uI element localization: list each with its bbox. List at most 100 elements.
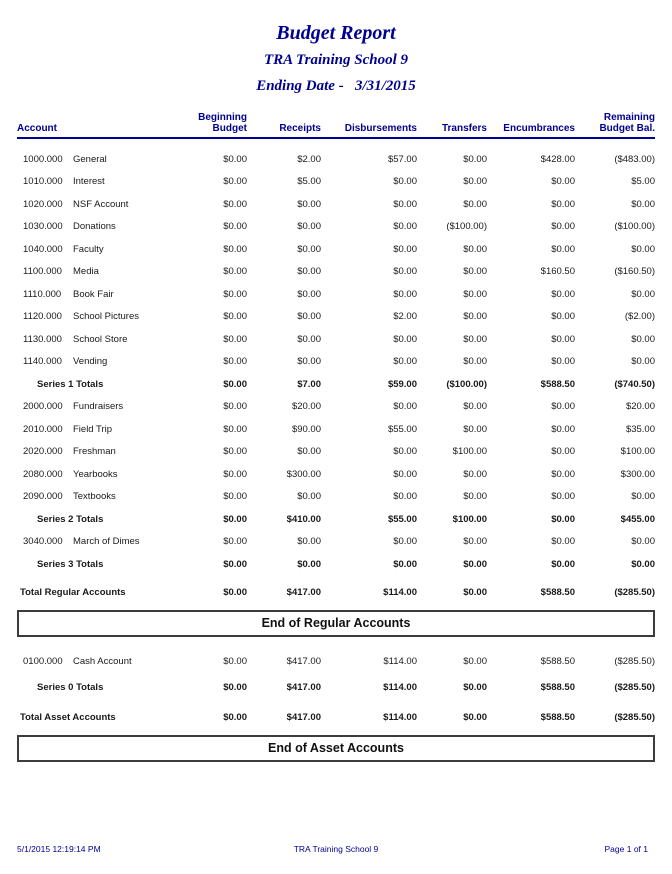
amount-cell: $0.00 — [551, 221, 575, 233]
account-name: Textbooks — [73, 491, 116, 503]
account-row: 1130.000 School Store $0.00 $0.00 $0.00 $0.00… — [17, 328, 655, 351]
account-name: General — [73, 153, 107, 165]
account-name: Cash Account — [73, 656, 132, 667]
series-total-row: Series 2 Totals $0.00 $410.00 $55.00 $100.00… — [17, 508, 655, 531]
amount-cell: $100.00 — [452, 446, 487, 458]
amount-cell: $0.00 — [393, 468, 417, 480]
amount-cell: $0.00 — [297, 558, 321, 570]
account-number: 2020.000 — [23, 446, 63, 458]
amount-cell: $0.00 — [463, 266, 487, 278]
account-row: 0100.000 Cash Account $0.00 $417.00 $114.00 $… — [17, 649, 655, 675]
amount-cell: $300.00 — [286, 468, 321, 480]
column-header-receipts: Receipts — [279, 123, 321, 134]
amount-cell: $0.00 — [463, 656, 487, 667]
account-cell: 2000.000 Fundraisers — [17, 396, 185, 419]
amount-cell: $0.00 — [463, 311, 487, 323]
account-number: 1140.000 — [23, 356, 62, 368]
amount-cell: ($100.00) — [446, 221, 487, 233]
amount-cell: $0.00 — [463, 586, 487, 598]
account-name: Interest — [73, 176, 105, 188]
amount-cell: $0.00 — [223, 682, 247, 693]
account-row: 1100.000 Media $0.00 $0.00 $0.00 $0.00 $160.50… — [17, 261, 655, 284]
account-number: 2090.000 — [23, 491, 63, 503]
column-header-account: Account — [17, 123, 57, 134]
amount-cell: $114.00 — [383, 656, 417, 667]
amount-cell: $0.00 — [551, 468, 575, 480]
total-label: Total Regular Accounts — [20, 586, 126, 598]
amount-cell: $20.00 — [625, 401, 655, 413]
amount-cell: $428.00 — [540, 153, 575, 165]
amount-cell: $0.00 — [223, 491, 247, 503]
amount-cell: $0.00 — [551, 198, 575, 210]
amount-cell: ($100.00) — [614, 221, 655, 233]
account-cell: Series 0 Totals — [17, 675, 185, 701]
amount-cell: $0.00 — [223, 378, 247, 390]
amount-cell: $0.00 — [393, 198, 417, 210]
amount-cell: $0.00 — [223, 401, 247, 413]
account-cell: 1040.000 Faculty — [17, 238, 185, 261]
account-cell: Series 3 Totals — [17, 553, 185, 576]
amount-cell: $0.00 — [223, 558, 247, 570]
amount-cell: $0.00 — [223, 468, 247, 480]
amount-cell: ($285.50) — [614, 586, 655, 598]
amount-cell: $0.00 — [393, 288, 417, 300]
amount-cell: $0.00 — [463, 711, 487, 723]
amount-cell: $588.50 — [540, 586, 575, 598]
account-number: 2010.000 — [23, 423, 63, 435]
account-row: 2090.000 Textbooks $0.00 $0.00 $0.00 $0.00 $0.… — [17, 486, 655, 509]
amount-cell: $0.00 — [631, 558, 655, 570]
account-cell: 2020.000 Freshman — [17, 441, 185, 464]
amount-cell: $0.00 — [393, 356, 417, 368]
amount-cell: $0.00 — [551, 401, 575, 413]
amount-cell: $0.00 — [463, 243, 487, 255]
amount-cell: $2.00 — [393, 311, 417, 323]
amount-cell: $0.00 — [463, 333, 487, 345]
account-number: 1130.000 — [23, 333, 62, 345]
amount-cell: $0.00 — [223, 221, 247, 233]
amount-cell: $0.00 — [223, 198, 247, 210]
account-row: 1010.000 Interest $0.00 $5.00 $0.00 $0.00 $0.0… — [17, 171, 655, 194]
amount-cell: $0.00 — [223, 311, 247, 323]
asset-accounts-table: 0100.000 Cash Account $0.00 $417.00 $114.00 $… — [17, 649, 655, 729]
account-row: 1110.000 Book Fair $0.00 $0.00 $0.00 $0.00 $0.… — [17, 283, 655, 306]
footer-school: TRA Training School 9 — [293, 844, 379, 854]
account-name: School Store — [73, 333, 128, 345]
amount-cell: $417.00 — [286, 656, 321, 667]
report-school-name: TRA Training School 9 — [263, 52, 409, 68]
amount-cell: $0.00 — [393, 558, 417, 570]
amount-cell: $0.00 — [551, 356, 575, 368]
amount-cell: $114.00 — [383, 682, 417, 693]
amount-cell: $588.50 — [540, 378, 575, 390]
total-label: Total Asset Accounts — [20, 711, 116, 723]
account-cell: 2090.000 Textbooks — [17, 486, 185, 509]
amount-cell: $160.50 — [540, 266, 575, 278]
account-cell: 1110.000 Book Fair — [17, 283, 185, 306]
amount-cell: $0.00 — [297, 333, 321, 345]
amount-cell: $0.00 — [223, 356, 247, 368]
account-row: 3040.000 March of Dimes $0.00 $0.00 $0.00 $0.… — [17, 531, 655, 554]
amount-cell: $0.00 — [223, 656, 247, 667]
amount-cell: $300.00 — [620, 468, 655, 480]
amount-cell: $0.00 — [551, 513, 575, 525]
amount-cell: $0.00 — [223, 153, 247, 165]
amount-cell: $0.00 — [551, 333, 575, 345]
amount-cell: ($483.00) — [614, 153, 655, 165]
amount-cell: $0.00 — [297, 356, 321, 368]
account-number: 3040.000 — [23, 536, 63, 548]
account-name: Media — [73, 266, 99, 278]
account-number: 2080.000 — [23, 468, 63, 480]
account-number: 1020.000 — [23, 198, 63, 210]
amount-cell: $0.00 — [297, 221, 321, 233]
account-name: Donations — [73, 221, 116, 233]
amount-cell: $5.00 — [297, 176, 321, 188]
account-cell: 2080.000 Yearbooks — [17, 463, 185, 486]
account-cell: 2010.000 Field Trip — [17, 418, 185, 441]
amount-cell: $0.00 — [297, 536, 321, 548]
amount-cell: $0.00 — [223, 586, 247, 598]
amount-cell: $0.00 — [223, 423, 247, 435]
account-name: Yearbooks — [73, 468, 118, 480]
amount-cell: $0.00 — [393, 446, 417, 458]
amount-cell: $0.00 — [393, 536, 417, 548]
account-row: 2020.000 Freshman $0.00 $0.00 $0.00 $100.00 $0… — [17, 441, 655, 464]
amount-cell: $114.00 — [383, 711, 417, 723]
